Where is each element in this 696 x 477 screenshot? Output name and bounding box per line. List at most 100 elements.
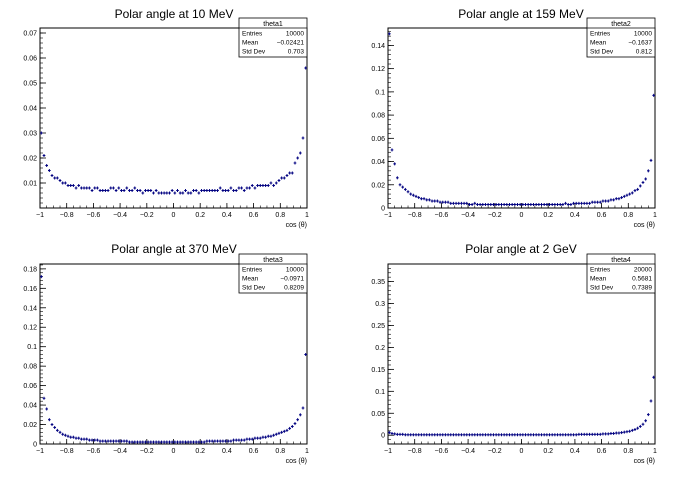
data-point — [248, 186, 251, 190]
data-point — [197, 191, 201, 195]
data-point — [566, 203, 570, 207]
data-point — [213, 439, 217, 443]
data-point — [154, 440, 158, 444]
x-tick-label: 0.4 — [222, 212, 232, 219]
data-point — [152, 440, 155, 444]
data-point — [168, 440, 171, 444]
y-tick-label: 0.06 — [371, 136, 385, 143]
data-point — [652, 93, 655, 97]
data-point — [430, 199, 434, 203]
y-tick-label: 0.07 — [23, 31, 37, 38]
data-point — [77, 436, 81, 440]
data-point — [502, 203, 506, 207]
x-tick-label: 0.8 — [623, 448, 633, 455]
data-point — [484, 203, 487, 207]
data-point — [510, 203, 514, 207]
data-point — [473, 201, 477, 205]
x-axis-label: cos (θ) — [286, 222, 307, 229]
data-point — [42, 154, 46, 157]
data-point — [301, 406, 305, 410]
stats-value: −0.0971 — [280, 276, 304, 283]
data-point — [194, 440, 198, 444]
data-point — [553, 433, 557, 437]
data-point — [256, 436, 259, 440]
data-point — [72, 435, 75, 439]
stats-value: −0.02421 — [277, 40, 305, 47]
data-point — [112, 186, 115, 190]
data-point — [114, 439, 118, 443]
data-point — [117, 186, 121, 190]
data-point — [74, 186, 78, 190]
data-point — [393, 162, 397, 166]
data-point — [481, 203, 485, 207]
data-point — [138, 189, 142, 192]
data-point — [144, 440, 147, 444]
data-point — [388, 431, 391, 435]
data-point — [42, 396, 46, 400]
y-tick-label: 0.04 — [23, 403, 37, 410]
data-point — [82, 186, 86, 190]
data-point — [553, 203, 557, 207]
data-point — [454, 201, 458, 205]
data-point — [205, 439, 209, 443]
stats-label: Mean — [242, 276, 259, 283]
stats-label: Std Dev — [242, 285, 266, 292]
x-tick-label: 1 — [305, 448, 309, 455]
data-point — [146, 189, 150, 192]
x-tick-label: −1 — [384, 212, 392, 219]
data-point — [556, 203, 559, 207]
data-point — [489, 203, 493, 207]
data-point — [80, 186, 83, 190]
y-tick-label: 0 — [33, 442, 37, 449]
data-point — [112, 439, 115, 443]
data-point — [465, 201, 469, 205]
data-point — [53, 425, 57, 429]
x-tick-label: −0.4 — [113, 448, 127, 455]
y-tick-label: 0.03 — [23, 131, 37, 138]
data-point — [133, 186, 137, 190]
data-point — [282, 429, 286, 433]
data-point — [444, 200, 447, 204]
data-point — [609, 198, 613, 202]
data-point — [224, 439, 227, 443]
data-point — [390, 431, 394, 435]
data-point — [264, 184, 267, 187]
data-point — [468, 433, 471, 437]
chart-title: Polar angle at 370 MeV — [111, 242, 236, 256]
data-point — [422, 197, 426, 201]
data-point — [202, 189, 206, 192]
data-point — [229, 186, 233, 190]
data-point — [48, 418, 51, 422]
data-point — [428, 433, 431, 437]
y-tick-label: 0.3 — [375, 301, 385, 308]
chart-title: Polar angle at 159 MeV — [458, 7, 583, 21]
data-point — [221, 189, 225, 192]
data-point — [614, 197, 618, 201]
stats-name: theta3 — [263, 257, 283, 264]
data-point — [622, 194, 626, 198]
data-point — [622, 430, 626, 434]
data-point — [438, 200, 442, 204]
data-point — [460, 201, 463, 205]
data-point — [436, 199, 439, 203]
stats-box-frame — [238, 17, 308, 58]
data-point — [242, 189, 246, 192]
x-tick-label: 0.6 — [597, 448, 607, 455]
data-point — [598, 200, 602, 204]
data-point — [293, 161, 297, 165]
data-point — [122, 439, 126, 443]
data-point — [494, 203, 498, 207]
y-tick-label: 0.1 — [27, 344, 37, 351]
data-point — [245, 437, 249, 441]
data-point — [486, 203, 490, 207]
x-tick-label: 0.4 — [570, 448, 580, 455]
data-point — [40, 275, 43, 279]
data-point — [606, 199, 610, 203]
data-point — [170, 189, 174, 192]
data-point — [641, 422, 645, 426]
data-point — [88, 438, 91, 442]
data-point — [72, 184, 75, 187]
data-point — [189, 440, 193, 444]
